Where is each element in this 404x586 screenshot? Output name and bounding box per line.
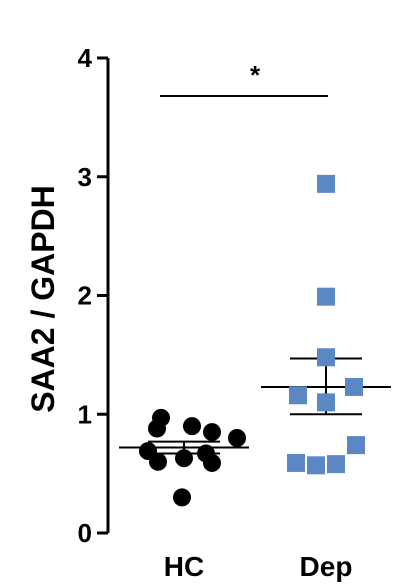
data-point-dep <box>289 386 307 405</box>
y-axis: 0 1 2 3 4 <box>78 43 110 548</box>
data-point-dep <box>327 455 345 474</box>
data-point-dep <box>345 377 363 396</box>
data-point-hc <box>228 429 246 447</box>
data-point-dep <box>317 348 335 367</box>
y-axis-title: SAA2 / GAPDH <box>25 185 61 413</box>
data-point-hc <box>203 423 221 442</box>
x-category-label: Dep <box>300 551 353 582</box>
y-tick-label: 1 <box>78 399 92 429</box>
y-tick-label: 4 <box>78 43 93 73</box>
data-point-hc <box>173 488 191 507</box>
data-point-dep <box>307 456 325 475</box>
data-point-dep <box>287 453 305 472</box>
y-tick-label: 3 <box>78 162 92 192</box>
data-point-dep <box>317 287 335 306</box>
data-point-hc <box>175 449 193 468</box>
data-point-hc <box>149 452 167 471</box>
data-point-hc <box>183 417 201 436</box>
data-point-dep <box>347 436 365 455</box>
data-point-hc <box>203 453 221 472</box>
y-tick-label: 0 <box>78 518 92 548</box>
data-marks <box>119 174 391 507</box>
x-axis-labels: HC Dep <box>164 551 353 582</box>
significance-annotation: * <box>160 60 328 97</box>
data-point-dep <box>317 174 335 193</box>
x-category-label: HC <box>164 551 204 582</box>
data-point-dep <box>317 393 335 412</box>
data-point-hc <box>148 419 166 438</box>
significance-label: * <box>250 60 261 90</box>
y-tick-label: 2 <box>78 281 92 311</box>
